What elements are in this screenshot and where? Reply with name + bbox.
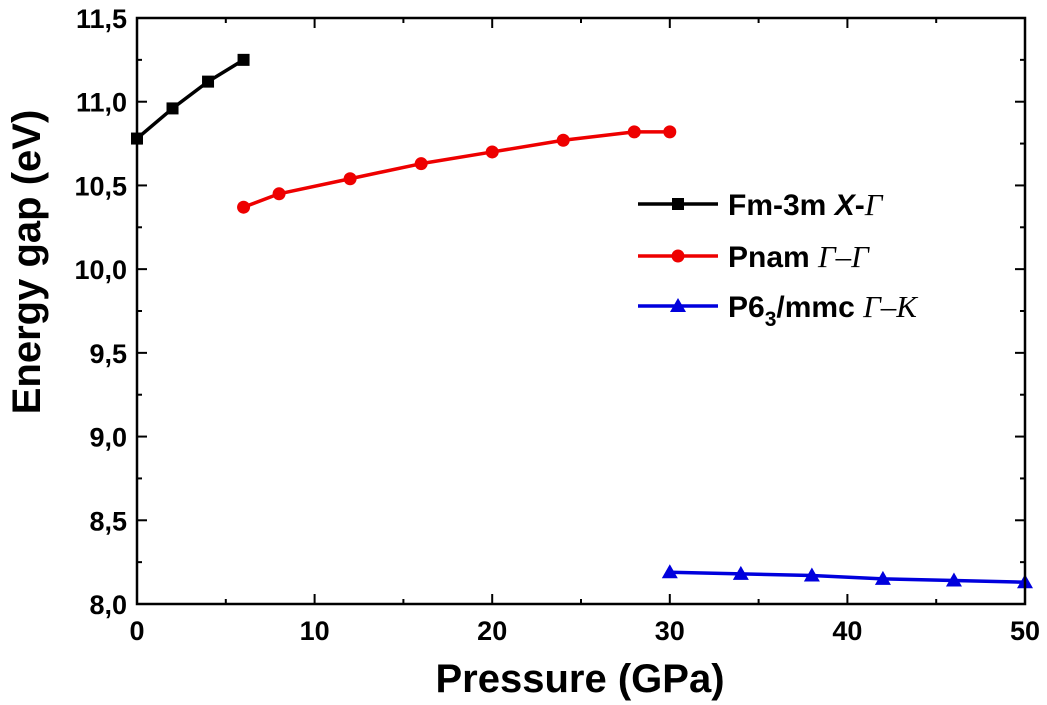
y-tick-label: 8,0 — [89, 590, 127, 620]
series-1 — [237, 125, 677, 214]
y-tick-label: 9,5 — [89, 339, 127, 369]
y-tick-label: 11,5 — [76, 4, 127, 34]
series-2 — [661, 564, 1033, 589]
x-tick-label: 0 — [129, 616, 144, 646]
data-point-circle — [343, 172, 357, 186]
series-0 — [131, 53, 250, 145]
y-tick-labels: 8,0 8,5 9,0 9,5 10,0 10,5 11,0 11,5 — [74, 4, 127, 620]
plot-frame — [135, 16, 1027, 606]
legend-label-fm3m: Fm-3m X-Γ — [728, 187, 884, 222]
data-point-square — [237, 53, 250, 66]
series-layer — [131, 53, 1033, 589]
legend-entry-pnam: Pnam Γ–Γ — [638, 239, 870, 274]
legend: Fm-3m X-Γ Pnam Γ–Γ P63/mmc Γ–K — [638, 187, 919, 331]
legend-marker-fm3m — [672, 198, 684, 210]
data-point-triangle — [803, 567, 820, 582]
data-point-triangle — [874, 570, 891, 585]
data-point-circle — [627, 125, 641, 139]
data-point-square — [202, 75, 215, 88]
x-axis-title: Pressure (GPa) — [435, 657, 724, 701]
y-axis-title: Energy gap (eV) — [5, 110, 49, 415]
y-tick-label: 10,5 — [74, 171, 127, 201]
y-tick-label: 8,5 — [89, 506, 127, 536]
legend-entry-fm3m: Fm-3m X-Γ — [638, 187, 884, 222]
y-tick-label: 11,0 — [76, 88, 127, 118]
series-line — [668, 570, 1027, 584]
data-point-circle — [272, 187, 286, 201]
x-tick-label: 40 — [832, 616, 862, 646]
x-tick-label: 50 — [1010, 616, 1040, 646]
y-tick-label: 10,0 — [74, 255, 127, 285]
series-line — [135, 58, 246, 141]
y-tick-label: 9,0 — [89, 423, 127, 453]
x-tick-labels: 0 10 20 30 40 50 — [129, 616, 1040, 646]
data-point-circle — [556, 133, 570, 147]
series-line — [241, 130, 672, 209]
data-point-triangle — [945, 572, 962, 587]
data-point-circle — [485, 145, 499, 159]
data-point-circle — [663, 125, 677, 139]
x-tick-label: 20 — [477, 616, 507, 646]
legend-marker-pnam — [671, 249, 685, 263]
x-tick-label: 10 — [300, 616, 330, 646]
data-point-triangle — [732, 565, 749, 580]
legend-label-pnam: Pnam Γ–Γ — [728, 239, 870, 274]
legend-entry-p63mmc: P63/mmc Γ–K — [638, 289, 919, 331]
legend-marker-p63mmc — [670, 298, 686, 312]
legend-label-p63mmc: P63/mmc Γ–K — [728, 289, 919, 331]
data-point-square — [166, 102, 179, 115]
x-tick-label: 30 — [655, 616, 685, 646]
data-point-circle — [414, 157, 428, 171]
data-point-circle — [237, 200, 251, 214]
data-point-triangle — [661, 564, 678, 579]
